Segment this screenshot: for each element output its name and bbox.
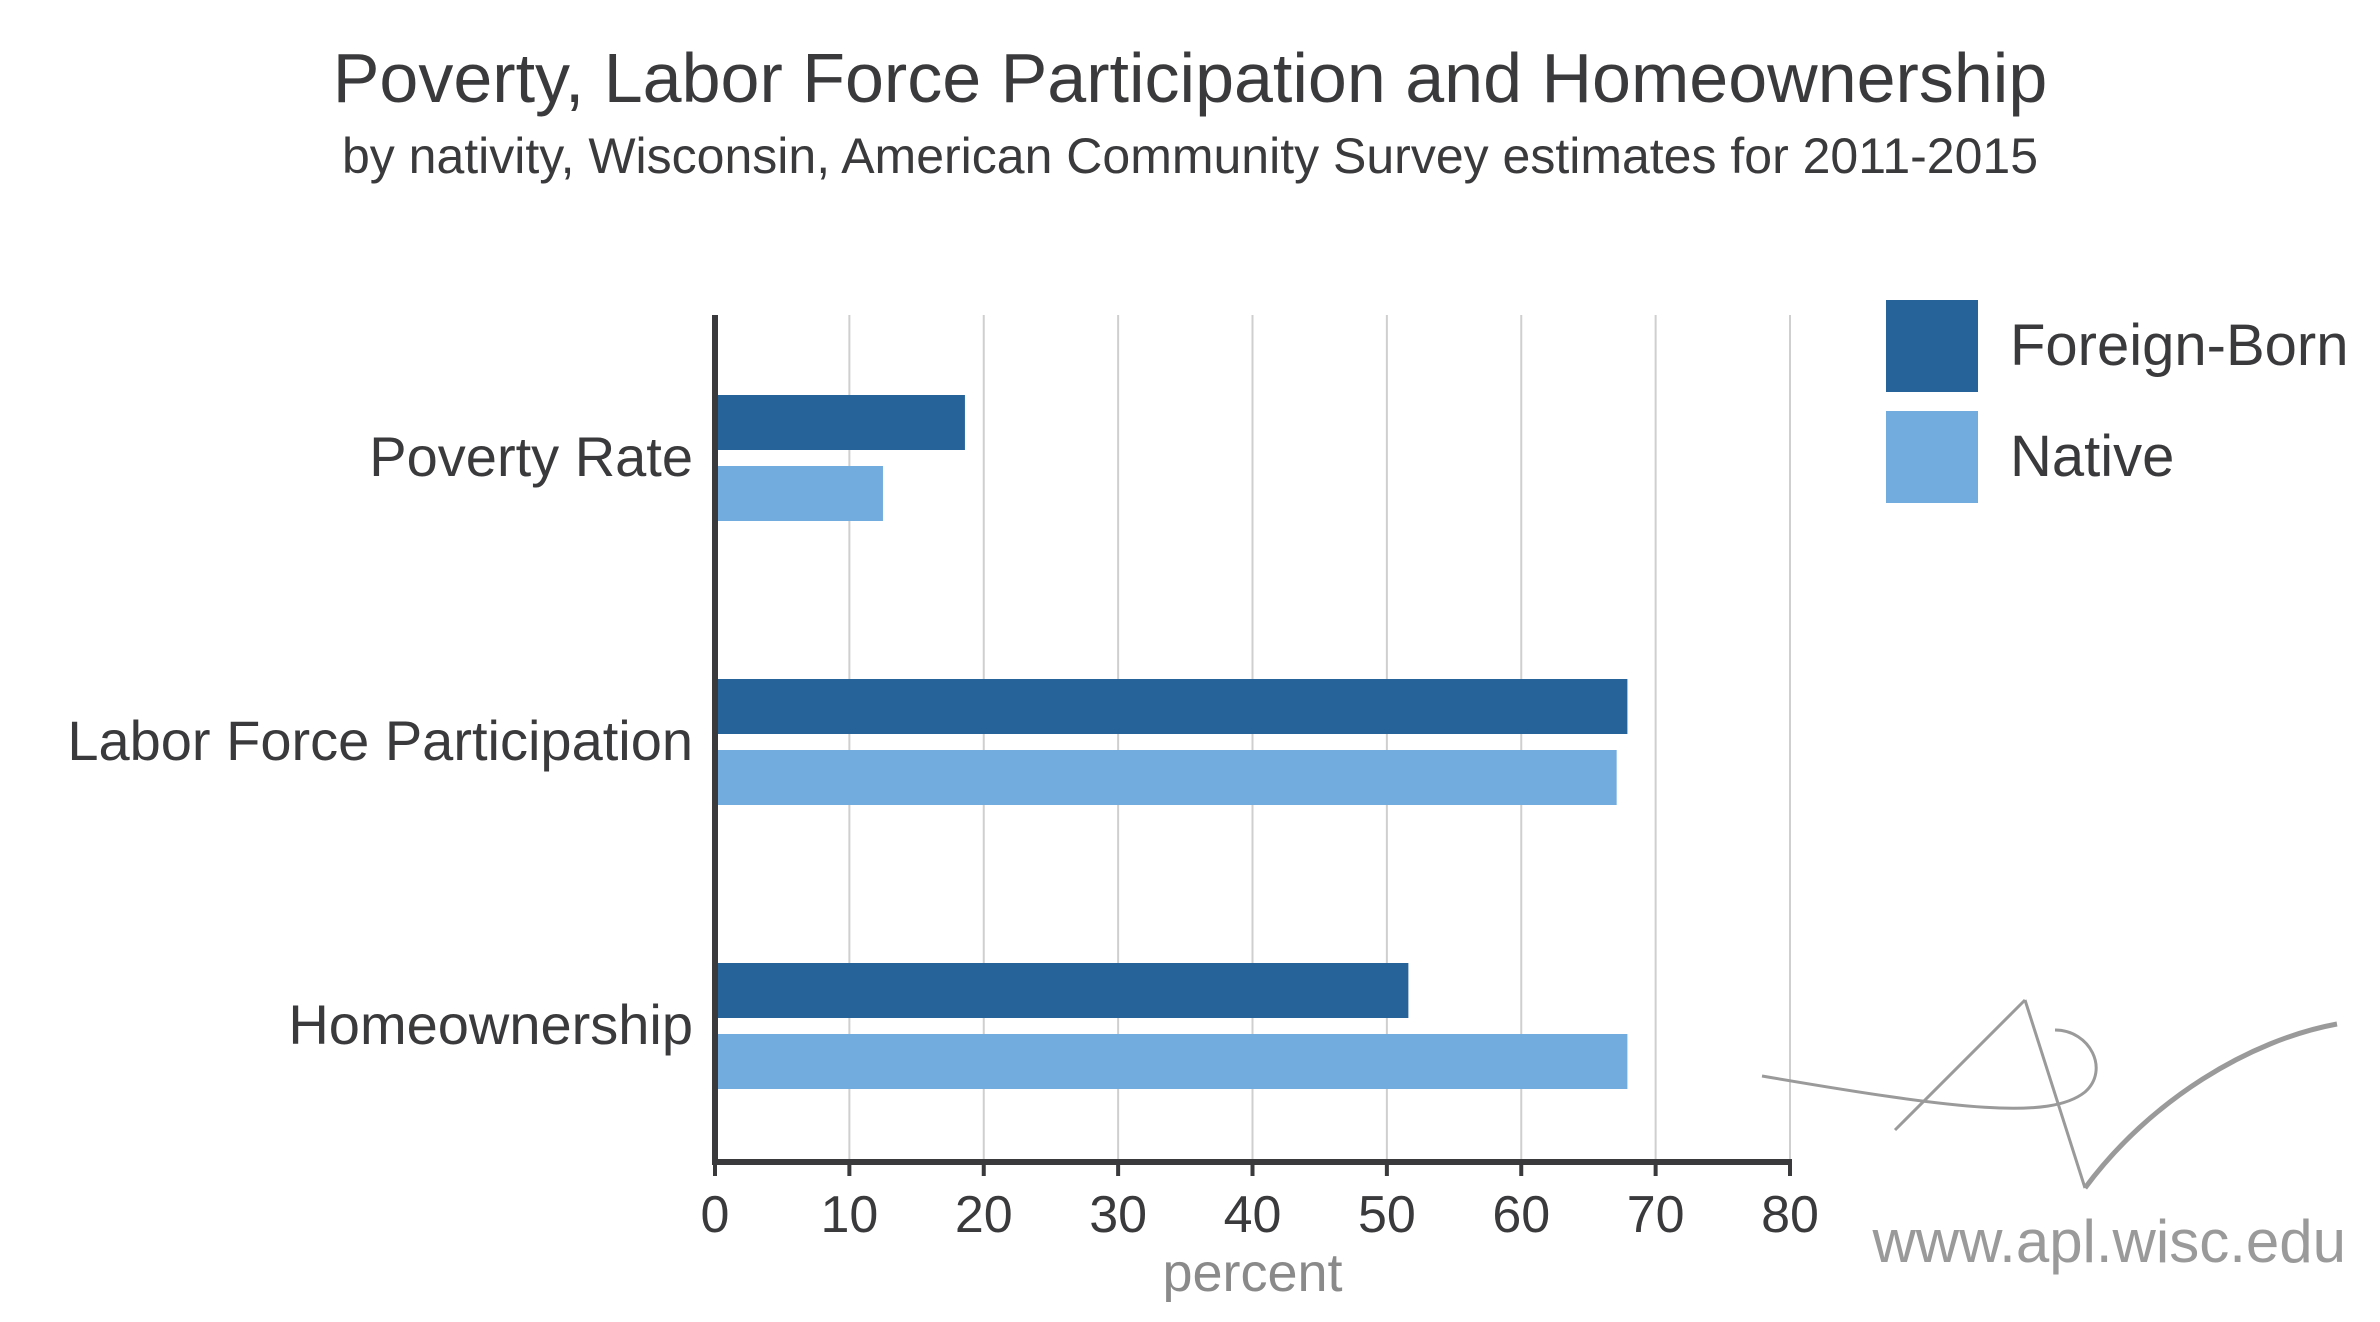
category-label-homeownership: Homeownership xyxy=(288,993,693,1056)
grid-lines xyxy=(848,315,1791,1162)
apl-logo-v-stroke xyxy=(2082,1021,2338,1190)
legend-swatch-native xyxy=(1886,411,1978,503)
bar-labor-force-participation-foreign-born xyxy=(715,679,1628,734)
axes xyxy=(712,315,1792,1176)
bars xyxy=(715,395,1628,1089)
x-tick-label-20: 20 xyxy=(955,1186,1013,1244)
x-tick-label-30: 30 xyxy=(1089,1186,1147,1244)
bar-homeownership-foreign-born xyxy=(715,963,1409,1018)
bar-labor-force-participation-native xyxy=(715,750,1617,805)
x-tick-label-70: 70 xyxy=(1627,1186,1685,1244)
legend-label-native: Native xyxy=(2010,424,2175,489)
bar-homeownership-native xyxy=(715,1034,1628,1089)
x-tick-label-60: 60 xyxy=(1492,1186,1550,1244)
apl-logo-a-right xyxy=(2023,999,2087,1189)
legend-swatch-foreign-born xyxy=(1886,300,1978,392)
category-label-labor-force-participation: Labor Force Participation xyxy=(67,709,693,772)
apl-logo-a-left xyxy=(1893,998,2027,1132)
legend-label-foreign-born: Foreign-Born xyxy=(2010,313,2349,378)
legend-item-native: Native xyxy=(1886,411,2366,503)
legend-item-foreign-born: Foreign-Born xyxy=(1886,300,2366,392)
chart-subtitle: by nativity, Wisconsin, American Communi… xyxy=(341,128,2039,184)
x-tick-label-50: 50 xyxy=(1358,1186,1416,1244)
apl-logo-swoosh xyxy=(1761,1028,2098,1110)
category-label-poverty-rate: Poverty Rate xyxy=(369,425,693,488)
bar-poverty-rate-foreign-born xyxy=(715,395,965,450)
labels: 0 10 20 30 40 50 60 70 80 Poverty Rate Labor Force… xyxy=(67,425,1819,1303)
chart-title: Poverty, Labor Force Participation and H… xyxy=(332,39,2048,117)
x-tick-label-10: 10 xyxy=(820,1186,878,1244)
apl-logo xyxy=(1761,998,2338,1190)
x-axis-label: percent xyxy=(1162,1243,1342,1303)
bar-poverty-rate-native xyxy=(715,466,883,521)
x-tick-label-0: 0 xyxy=(701,1186,730,1244)
x-tick-label-80: 80 xyxy=(1761,1186,1819,1244)
x-tick-label-40: 40 xyxy=(1224,1186,1282,1244)
watermark-url: www.apl.wisc.edu xyxy=(1872,1208,2346,1275)
